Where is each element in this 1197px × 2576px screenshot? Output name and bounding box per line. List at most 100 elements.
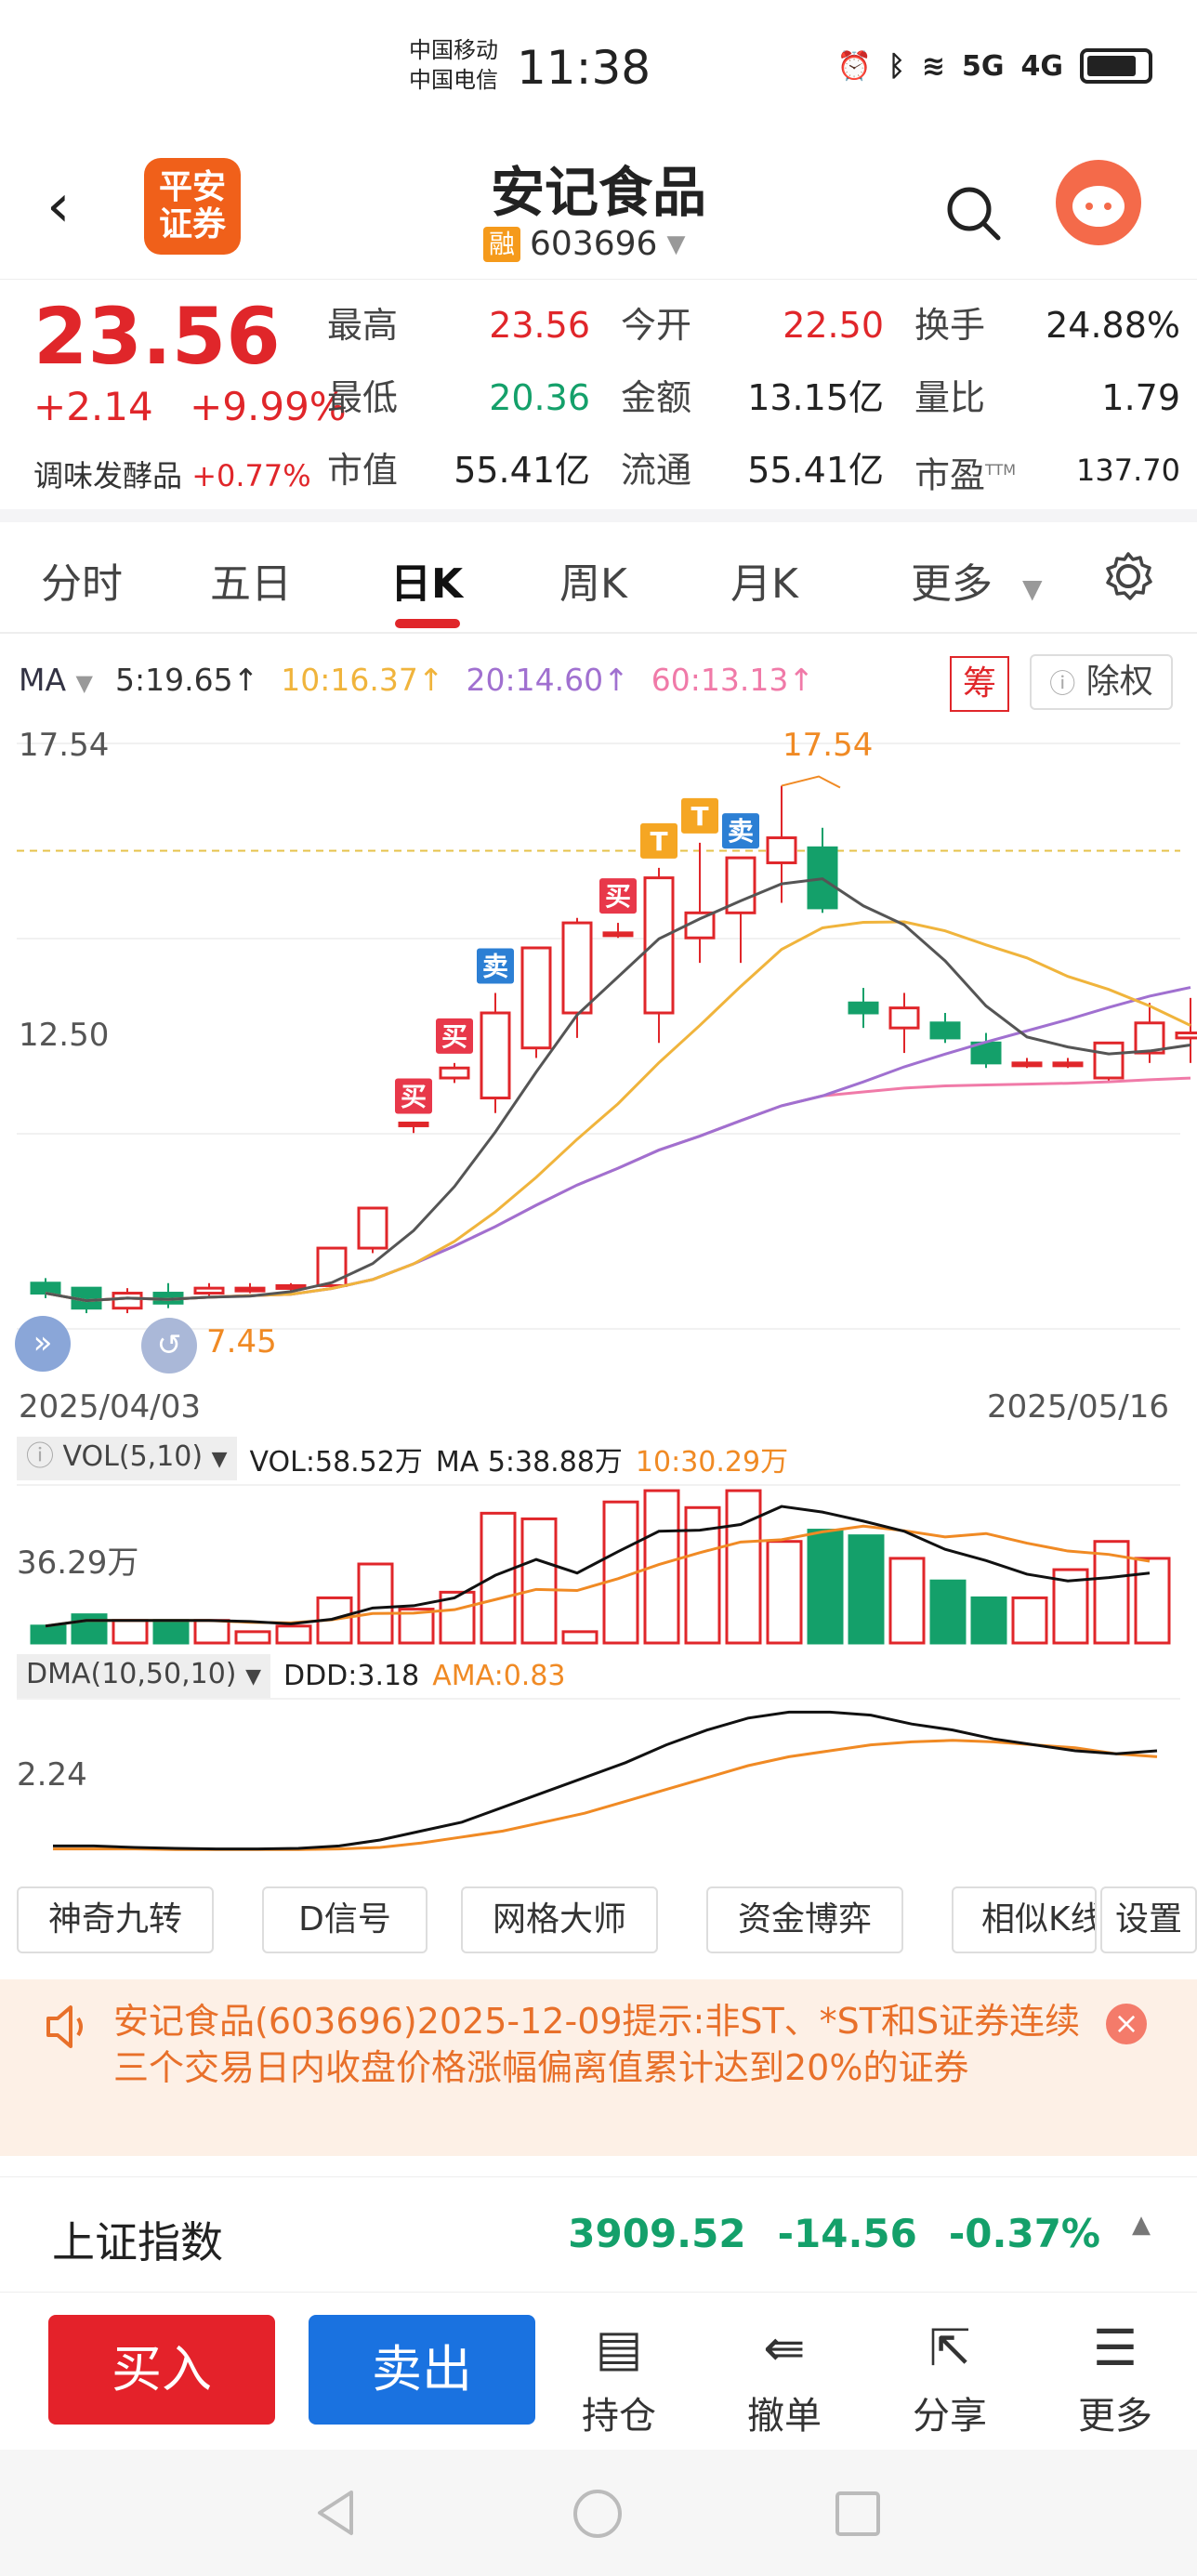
signal-tag-label: 卖 [728, 816, 754, 847]
vol-selector[interactable]: ⓘ VOL(5,10) ▼ [17, 1437, 237, 1480]
stock-header: ‹ 平安 证券 安记食品 融 603696 ▼ [0, 139, 1197, 279]
tab-monthly-k[interactable]: 月K [730, 560, 798, 608]
candle-body [275, 1283, 307, 1290]
ma5-line [45, 877, 1191, 1303]
dma-selector[interactable]: DMA(10,50,10) ▼ [17, 1654, 270, 1698]
mcap-label: 市值 [327, 450, 399, 491]
more-label: 更多 [1078, 2395, 1152, 2438]
tool-settings[interactable]: 设置 [1100, 1886, 1197, 1953]
nav-home-icon[interactable] [571, 2487, 625, 2541]
volume-chart[interactable] [0, 1483, 1197, 1650]
dma-box-label: DMA(10,50,10) [26, 1658, 237, 1690]
assistant-avatar-icon[interactable] [1056, 160, 1141, 245]
low-label: 最低 [327, 377, 399, 418]
nav-back-icon[interactable] [310, 2487, 362, 2539]
vratio-label: 量比 [914, 377, 986, 418]
signal-tag-label: 卖 [482, 951, 508, 981]
signal-4g-icon: 4G [1020, 49, 1064, 83]
expand-icon[interactable]: » [15, 1316, 71, 1372]
gear-icon[interactable] [1102, 550, 1154, 602]
pe-label: 市盈TTM [914, 441, 1016, 514]
search-icon[interactable] [944, 184, 1002, 242]
volume-bar [193, 1619, 230, 1645]
tool-d-signal[interactable]: D信号 [262, 1886, 428, 1953]
share-button[interactable]: ⇱ 分享 [894, 2320, 1006, 2439]
positions-button[interactable]: ▤ 持仓 [563, 2320, 675, 2439]
chip-distribution-button[interactable]: 筹 [950, 656, 1009, 712]
close-icon[interactable]: × [1106, 2004, 1147, 2044]
signal-tag-label: T [650, 826, 667, 857]
candle-body [1011, 1061, 1043, 1068]
quote-col-values-3: 24.88% 1.79 137.70 [1013, 296, 1180, 514]
document-icon: ▤ [595, 2319, 643, 2377]
history-icon[interactable]: ↺ [141, 1318, 197, 1373]
ex-rights-label: 除权 [1085, 663, 1153, 701]
signal-tag [599, 878, 637, 914]
signal-tag-label: 买 [441, 1021, 467, 1052]
quote-col-values-1: 23.56 20.36 55.41亿 [428, 296, 590, 514]
sell-button[interactable]: 卖出 [309, 2315, 535, 2425]
ma-selector[interactable]: MA ▼ [19, 662, 93, 698]
ex-rights-button[interactable]: ⓘ 除权 [1030, 654, 1173, 710]
tab-intraday[interactable]: 分时 [41, 560, 123, 608]
system-nav-bar [0, 2450, 1197, 2576]
amount-label: 金额 [621, 377, 692, 418]
status-bar: 中国移动 中国电信 11:38 ⏰ ᛒ ≋ 5G 4G [0, 0, 1197, 139]
candle-body [439, 1066, 470, 1080]
index-ticker[interactable]: 上证指数 3909.52 -14.56 -0.37% ▲ [0, 2176, 1197, 2292]
candle-body [848, 1001, 879, 1015]
broker-logo[interactable]: 平安 证券 [144, 158, 241, 255]
mcap-value: 55.41亿 [454, 450, 590, 491]
tab-five-day[interactable]: 五日 [210, 560, 292, 608]
tool-similar-k[interactable]: 相似K线 [952, 1886, 1097, 1953]
quote-col-labels-3: 换手 量比 市盈TTM [914, 296, 1016, 514]
ma5-value: 5:19.65↑ [115, 662, 259, 698]
margin-tag: 融 [483, 226, 521, 262]
quote-panel: 23.56 +2.14 +9.99% 调味发酵品 +0.77% 最高 最低 市值… [0, 279, 1197, 511]
low-value: 20.36 [489, 377, 590, 418]
ma20-line [45, 986, 1191, 1303]
cancel-order-button[interactable]: ⇚ 撤单 [729, 2320, 840, 2439]
float-value: 55.41亿 [747, 450, 884, 491]
vol-ma10-value: 10:30.29万 [635, 1445, 789, 1479]
nav-recents-icon[interactable] [833, 2489, 883, 2539]
volume-bar [30, 1624, 67, 1645]
tool-fund-game[interactable]: 资金博弈 [706, 1886, 903, 1953]
candle-body [316, 1246, 348, 1287]
candle-body [929, 1021, 961, 1040]
pe-label-text: 市盈 [914, 454, 986, 496]
buy-button[interactable]: 买入 [48, 2315, 275, 2425]
sector-plate[interactable]: 调味发酵品 +0.77% [33, 453, 311, 495]
volume-bar [480, 1511, 517, 1645]
tab-daily-k[interactable]: 日K [390, 560, 464, 608]
more-button[interactable]: ☰ 更多 [1059, 2320, 1171, 2439]
tool-nine-turn[interactable]: 神奇九转 [17, 1886, 214, 1953]
candle-body [480, 1011, 511, 1100]
open-label: 今开 [621, 305, 692, 346]
bluetooth-icon: ᛒ [888, 49, 905, 83]
vol-ma5-value: MA 5:38.88万 [435, 1445, 623, 1479]
stock-code-selector[interactable]: 融 603696 ▼ [483, 225, 685, 263]
candle-body [888, 1006, 920, 1030]
volume-bar [357, 1562, 394, 1645]
speaker-icon [46, 2005, 83, 2048]
x-axis-end-label: 2025/05/16 [987, 1388, 1169, 1426]
dma-y-label: 2.24 [17, 1756, 87, 1794]
carrier-2: 中国电信 [409, 67, 498, 93]
tool-grid-master[interactable]: 网格大师 [461, 1886, 658, 1953]
ma60-line [45, 1076, 1191, 1303]
back-button[interactable]: ‹ [46, 172, 71, 241]
signal-5g-icon: 5G [962, 49, 1005, 83]
tab-more[interactable]: 更多 ▼ [911, 550, 1043, 610]
clock: 11:38 [517, 41, 651, 95]
volume-bar [234, 1630, 271, 1645]
tab-weekly-k[interactable]: 周K [559, 560, 627, 608]
period-tabs: 分时 五日 日K 周K 月K 更多 ▼ [0, 522, 1197, 634]
carrier-info: 中国移动 中国电信 [409, 35, 498, 95]
candle-body [643, 876, 675, 1015]
status-icons: ⏰ ᛒ ≋ 5G 4G [837, 48, 1152, 84]
price-change: +2.14 +9.99% [33, 384, 347, 429]
dma-chart[interactable] [0, 1697, 1197, 1864]
vratio-value: 1.79 [1101, 377, 1180, 418]
